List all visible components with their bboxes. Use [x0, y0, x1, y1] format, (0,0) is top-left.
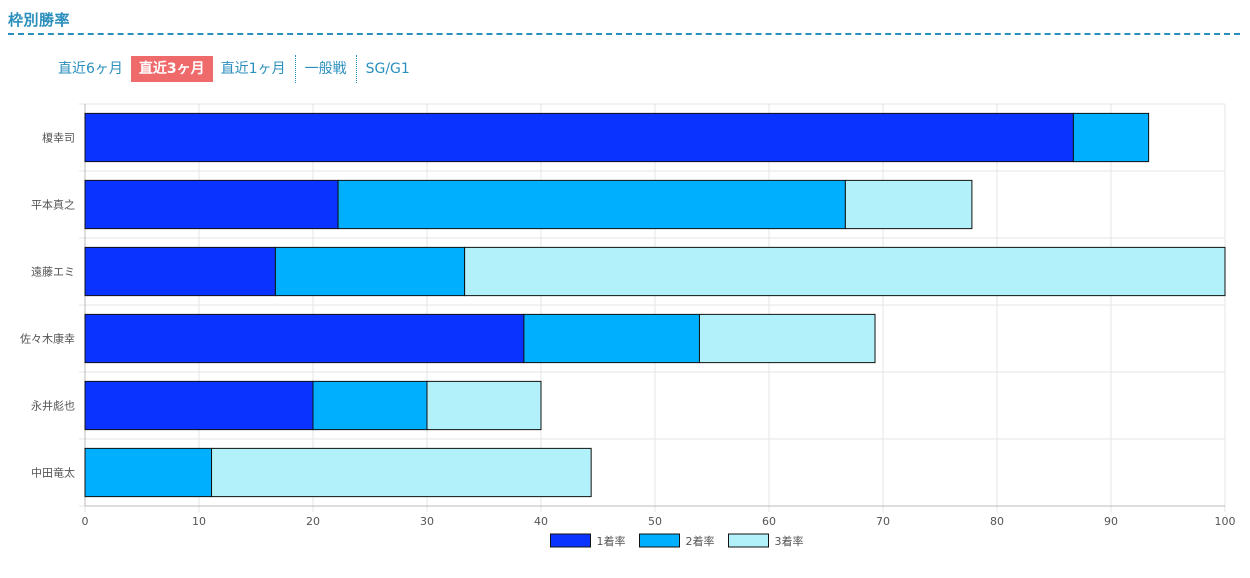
legend-label: 1着率: [597, 534, 626, 548]
legend-label: 2着率: [686, 534, 715, 548]
period-tabs: 直近6ヶ月 直近3ヶ月 直近1ヶ月 一般戦 SG/G1: [50, 55, 418, 83]
tab-separator: [355, 55, 357, 83]
tab-3-months[interactable]: 直近3ヶ月: [130, 56, 213, 82]
y-category-label: 中田竜太: [31, 466, 75, 480]
bar-segment: [84, 179, 339, 230]
y-category-label: 榎幸司: [42, 131, 75, 145]
y-category-label: 佐々木康幸: [20, 332, 75, 346]
bar-segment: [211, 447, 592, 498]
bar-segment: [698, 313, 876, 364]
tab-1-month[interactable]: 直近1ヶ月: [220, 61, 286, 77]
x-tick-label: 30: [420, 515, 434, 528]
x-tick-label: 50: [648, 515, 662, 528]
legend-swatch: [639, 533, 680, 548]
x-tick-label: 70: [876, 515, 890, 528]
x-tick-label: 20: [306, 515, 320, 528]
x-tick-label: 90: [1104, 515, 1118, 528]
bar-segment: [523, 313, 700, 364]
bar-segment: [84, 246, 276, 297]
bar-segment: [274, 246, 466, 297]
y-category-label: 永井彪也: [31, 399, 75, 413]
section-title: 枠別勝率: [8, 11, 71, 29]
x-tick-label: 10: [192, 515, 206, 528]
tab-6-months[interactable]: 直近6ヶ月: [58, 61, 123, 77]
x-tick-label: 80: [990, 515, 1004, 528]
tab-general-race[interactable]: 一般戦: [304, 61, 347, 77]
title-divider: [8, 33, 1240, 35]
bar-segment: [312, 380, 428, 431]
bar-segment: [337, 179, 846, 230]
tab-sg-g1[interactable]: SG/G1: [365, 61, 410, 77]
y-category-label: 平本真之: [31, 198, 75, 212]
x-tick-label: 60: [762, 515, 776, 528]
bar-segment: [426, 380, 542, 431]
bar-segment: [84, 447, 213, 498]
bar-segment: [84, 380, 314, 431]
stacked-bar-chart: 0 10 20 30 40 50 60 70 80 90 100 榎幸司平本真之遠藤エミ佐々木康幸永井…: [20, 103, 1236, 548]
bar-segment: [84, 112, 1074, 163]
x-tick-label: 40: [534, 515, 548, 528]
x-tick-label: 0: [82, 515, 89, 528]
bar-segment: [844, 179, 973, 230]
tab-separator: [294, 55, 296, 83]
bar-segment: [84, 313, 525, 364]
legend-swatch: [728, 533, 769, 548]
bar-segment: [1072, 112, 1150, 163]
x-tick-label: 100: [1215, 515, 1236, 528]
legend-swatch: [550, 533, 591, 548]
y-category-label: 遠藤エミ: [31, 266, 75, 279]
bar-segment: [464, 246, 1226, 297]
legend-label: 3着率: [775, 534, 804, 548]
